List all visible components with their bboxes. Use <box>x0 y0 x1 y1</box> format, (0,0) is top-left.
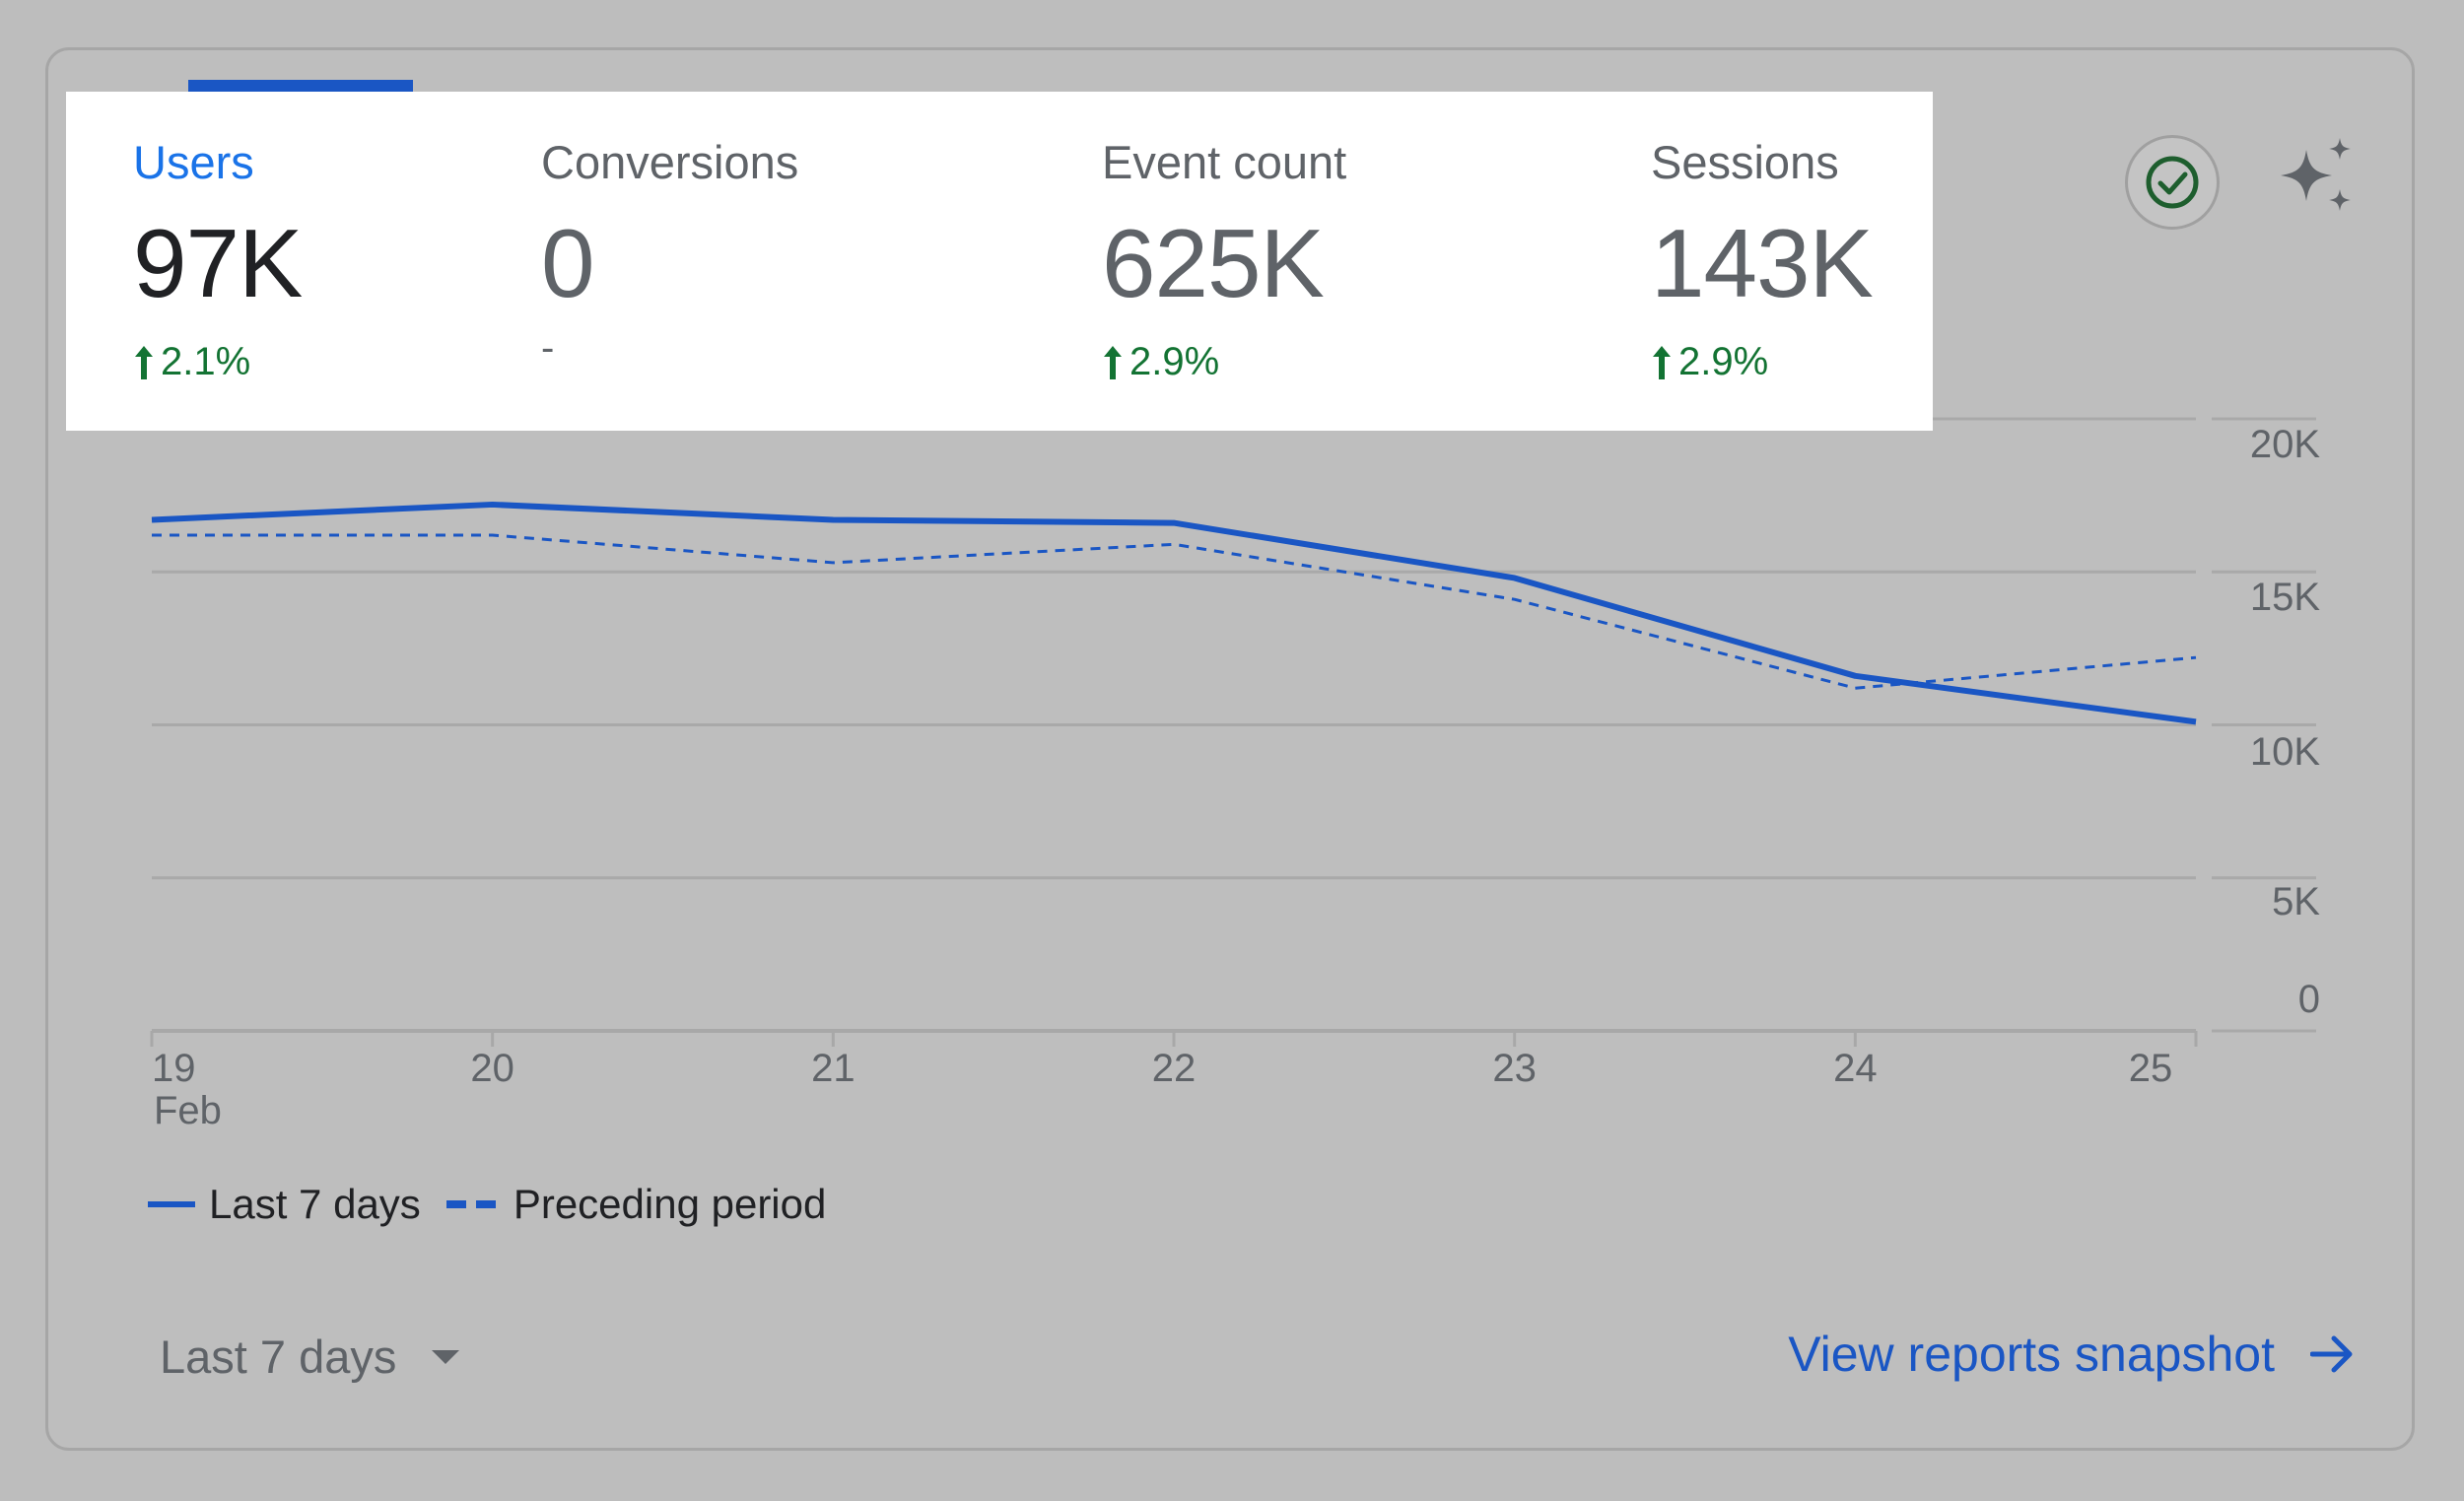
metric-sessions-label: Sessions <box>1651 136 1839 188</box>
legend-dashed-swatch <box>445 1200 496 1208</box>
legend-label-last-7-days: Last 7 days <box>209 1181 421 1227</box>
check-circle-glyph <box>2146 156 2199 209</box>
arrow-up-icon <box>1104 345 1122 379</box>
metric-conversions-change-text: - <box>541 326 555 370</box>
metric-users-value: 97K <box>133 209 303 317</box>
metric-conversions-label: Conversions <box>541 136 799 188</box>
x-tick-label: 23 <box>1492 1047 1537 1090</box>
arrow-up-icon <box>135 345 153 379</box>
check-circle-icon[interactable] <box>2125 135 2220 230</box>
metric-sessions-change: 2.9% <box>1651 340 1768 384</box>
x-tick-label: 19 <box>152 1047 196 1090</box>
metric-users-change: 2.1% <box>133 340 250 384</box>
date-range-dropdown[interactable]: Last 7 days <box>160 1330 460 1384</box>
metric-sessions-change-text: 2.9% <box>1678 340 1769 383</box>
arrow-right-icon <box>2310 1335 2353 1373</box>
x-axis-month-label: Feb <box>154 1089 222 1132</box>
x-tick-label: 25 <box>2128 1047 2173 1090</box>
x-tick-label: 20 <box>470 1047 514 1090</box>
legend-label-preceding-period: Preceding period <box>513 1181 827 1227</box>
metrics-panel: Users 97K 2.1% Conversions 0 - Event cou… <box>66 92 1933 431</box>
chart-legend: Last 7 days Preceding period <box>148 1181 826 1228</box>
metric-users-label: Users <box>133 136 254 188</box>
metric-event-count-change-text: 2.9% <box>1129 340 1220 383</box>
caret-down-icon <box>432 1349 460 1364</box>
legend-solid-swatch <box>148 1201 195 1207</box>
y-tick-label: 20K <box>2249 423 2320 466</box>
metric-conversions-change: - <box>541 326 554 371</box>
metric-event-count-value: 625K <box>1102 209 1325 317</box>
metric-event-count-change: 2.9% <box>1102 340 1219 384</box>
view-reports-snapshot-link[interactable]: View reports snapshot <box>1788 1326 2356 1383</box>
x-tick-label: 24 <box>1833 1047 1878 1090</box>
y-tick-label: 0 <box>2297 978 2320 1021</box>
metric-sessions-value: 143K <box>1651 209 1874 317</box>
metric-users-change-text: 2.1% <box>161 340 251 383</box>
arrow-up-icon <box>1653 345 1671 379</box>
y-tick-label: 5K <box>2272 880 2320 923</box>
view-reports-snapshot-label: View reports snapshot <box>1788 1327 2275 1382</box>
x-tick-label: 22 <box>1151 1047 1197 1090</box>
y-tick-label: 10K <box>2249 730 2320 774</box>
sparkle-icon[interactable] <box>2277 136 2360 219</box>
metric-event-count-label: Event count <box>1102 136 1347 188</box>
y-tick-label: 15K <box>2249 576 2320 619</box>
x-tick-label: 21 <box>811 1047 856 1090</box>
date-range-label: Last 7 days <box>160 1330 397 1383</box>
metric-conversions-value: 0 <box>541 209 595 317</box>
